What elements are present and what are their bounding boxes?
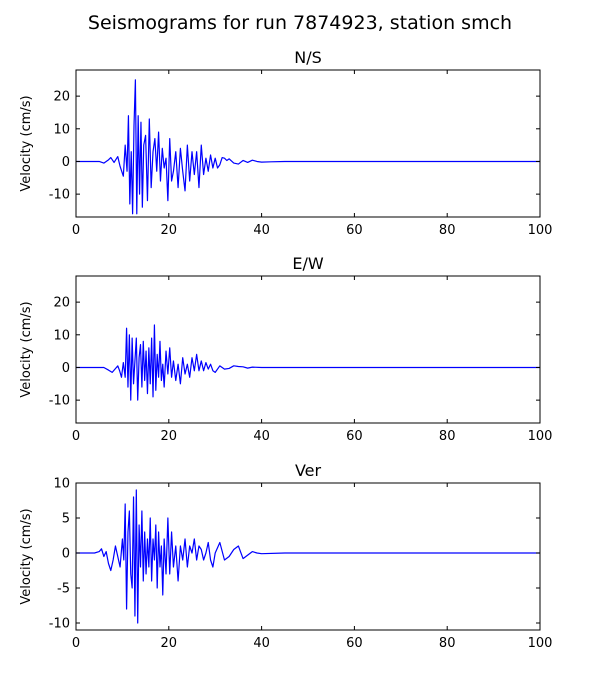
x-tick-label-ver: 80: [439, 636, 456, 651]
x-tick-label-ver: 0: [72, 636, 80, 651]
panel-ns: N/S Velocity (cm/s) 0 20 40 60 80 100 -10 0 10 20: [19, 48, 552, 238]
x-tick-label-ns: 100: [528, 223, 553, 238]
x-tick-label-ew: 20: [161, 429, 178, 444]
seismogram-trace-ver: [76, 489, 540, 624]
x-tick-label-ew: 100: [528, 429, 553, 444]
x-tick-label-ns: 0: [72, 223, 80, 238]
panel-title-ns: N/S: [294, 48, 322, 67]
y-tick-label-ver: 10: [53, 477, 70, 492]
x-tick-label-ew: 60: [346, 429, 363, 444]
plot-frame-ns: [75, 69, 541, 218]
y-tick-label-ver: -10: [49, 617, 70, 632]
y-tick-label-ver: 5: [62, 512, 70, 527]
y-axis-label-ns: Velocity (cm/s): [19, 95, 34, 191]
panel-title-ver: Ver: [295, 461, 322, 480]
y-tick-label-ew: 0: [62, 361, 70, 376]
x-tick-label-ver: 20: [161, 636, 178, 651]
x-tick-label-ns: 80: [439, 223, 456, 238]
panel-ver: Ver Velocity (cm/s) 0 20 40 60 80 100 -10 -5 0 5 10: [19, 461, 552, 651]
x-tick-label-ver: 100: [528, 636, 553, 651]
y-tick-label-ver: -5: [57, 582, 70, 597]
x-tick-label-ew: 0: [72, 429, 80, 444]
x-tick-label-ver: 60: [346, 636, 363, 651]
y-tick-label-ver: 0: [62, 547, 70, 562]
y-tick-label-ns: -10: [49, 188, 70, 203]
x-tick-label-ns: 20: [161, 223, 178, 238]
panel-ew: E/W Velocity (cm/s) 0 20 40 60 80 100 -10 0 10 20: [19, 254, 552, 444]
y-tick-label-ew: 20: [53, 296, 70, 311]
panel-title-ew: E/W: [292, 254, 324, 273]
y-tick-label-ew: -10: [49, 394, 70, 409]
x-tick-label-ns: 60: [346, 223, 363, 238]
y-tick-label-ns: 20: [53, 90, 70, 105]
plot-frame-ew: [75, 275, 541, 424]
y-tick-label-ns: 0: [62, 155, 70, 170]
figure-title: Seismograms for run 7874923, station smc…: [88, 12, 512, 34]
y-axis-label-ver: Velocity (cm/s): [19, 508, 34, 604]
seismogram-trace-ns: [76, 79, 540, 215]
x-tick-label-ew: 40: [253, 429, 270, 444]
x-tick-label-ew: 80: [439, 429, 456, 444]
y-tick-label-ns: 10: [53, 122, 70, 137]
y-tick-label-ew: 10: [53, 328, 70, 343]
x-tick-label-ns: 40: [253, 223, 270, 238]
seismogram-trace-ew: [76, 324, 540, 401]
y-axis-label-ew: Velocity (cm/s): [19, 301, 34, 397]
x-tick-label-ver: 40: [253, 636, 270, 651]
plot-frame-ver: [75, 482, 541, 631]
